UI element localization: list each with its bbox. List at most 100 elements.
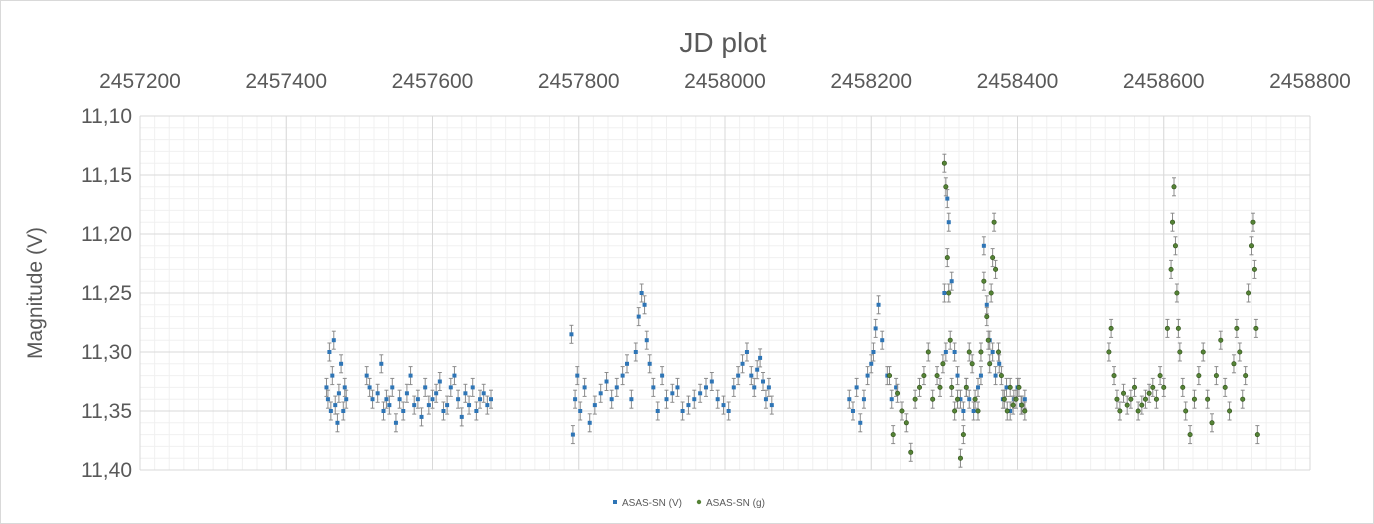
data-point	[769, 403, 774, 408]
data-point	[876, 302, 881, 307]
series-asas-sn-g	[887, 153, 1260, 468]
data-point	[997, 361, 1002, 366]
data-point	[949, 279, 954, 284]
data-point	[963, 384, 969, 390]
data-point	[715, 397, 720, 402]
data-point	[336, 391, 341, 396]
data-point	[452, 373, 457, 378]
data-point	[1183, 408, 1189, 414]
data-point	[1153, 396, 1159, 402]
data-point	[1139, 402, 1145, 408]
data-point	[463, 391, 468, 396]
data-point	[393, 420, 398, 425]
data-point	[736, 373, 741, 378]
data-point	[675, 385, 680, 390]
data-point	[847, 397, 852, 402]
data-point	[375, 391, 380, 396]
chart-title: JD plot	[679, 27, 766, 58]
data-point	[629, 397, 634, 402]
data-point	[1008, 409, 1013, 413]
data-point	[680, 409, 685, 413]
y-tick-label: 11,15	[81, 164, 132, 187]
data-point	[945, 196, 950, 201]
data-point	[995, 349, 1001, 355]
data-point	[434, 391, 439, 396]
data-point	[952, 408, 958, 414]
data-point	[1231, 361, 1237, 367]
x-tick-label: 2458600	[1123, 70, 1205, 93]
data-point	[943, 350, 948, 354]
data-point	[903, 420, 909, 426]
data-point	[967, 397, 972, 402]
data-point	[955, 396, 961, 402]
data-point	[987, 361, 993, 367]
y-tick-label: 11,25	[81, 282, 132, 305]
data-point	[988, 290, 994, 296]
data-point	[869, 361, 874, 366]
legend-label: ASAS-SN (g)	[706, 498, 765, 509]
y-axis-ticks: 11,10 11,15 11,20 11,25 11,30 11,35 11,40	[81, 105, 132, 482]
data-point	[1135, 408, 1141, 414]
data-point	[1019, 402, 1025, 408]
data-point	[364, 373, 369, 378]
data-point	[1174, 290, 1180, 296]
data-point	[887, 373, 893, 379]
data-point	[1218, 337, 1224, 343]
data-point	[1168, 266, 1174, 272]
data-point	[925, 349, 931, 355]
data-point	[946, 290, 952, 296]
data-point	[609, 397, 614, 402]
data-point	[1106, 349, 1112, 355]
data-point	[960, 432, 966, 438]
data-point	[470, 385, 475, 390]
data-point	[978, 373, 983, 378]
data-point	[1172, 243, 1178, 249]
data-point	[489, 397, 493, 402]
data-point	[865, 373, 870, 378]
data-point	[459, 414, 464, 419]
data-point	[880, 338, 885, 343]
data-point	[943, 184, 949, 190]
data-point	[969, 361, 975, 367]
data-point	[1191, 396, 1197, 402]
data-point	[415, 397, 420, 402]
data-point	[1175, 325, 1181, 331]
data-point	[397, 397, 402, 402]
series-asas-sn-v	[324, 189, 1027, 445]
data-point	[941, 160, 947, 166]
data-point	[761, 379, 766, 384]
data-point	[437, 379, 442, 384]
data-point	[966, 349, 972, 355]
data-point	[912, 396, 918, 402]
data-point	[1004, 385, 1009, 390]
x-tick-label: 2457400	[245, 70, 327, 93]
data-point	[1022, 397, 1027, 402]
data-point	[899, 408, 905, 414]
x-axis-ticks: 2457200 2457400 2457600 2457800 2458000 24582…	[99, 70, 1351, 93]
data-point	[620, 373, 625, 378]
data-point	[404, 391, 409, 396]
data-point	[1240, 396, 1246, 402]
data-point	[419, 414, 424, 419]
data-point	[1213, 373, 1219, 379]
data-point	[1007, 384, 1013, 390]
data-point	[569, 332, 574, 337]
data-point	[441, 409, 446, 413]
data-point	[942, 291, 947, 295]
data-point	[749, 373, 754, 378]
data-point	[325, 397, 330, 402]
data-point	[981, 278, 987, 284]
data-point	[686, 403, 691, 408]
data-point	[1128, 396, 1134, 402]
data-point	[1187, 432, 1193, 438]
data-point	[744, 350, 749, 354]
data-point	[423, 385, 428, 390]
data-point	[1001, 396, 1007, 402]
data-point	[952, 350, 957, 354]
data-point	[998, 373, 1004, 379]
data-point	[1004, 408, 1010, 414]
data-point	[957, 455, 963, 461]
data-point	[984, 314, 990, 320]
data-point	[990, 350, 995, 354]
